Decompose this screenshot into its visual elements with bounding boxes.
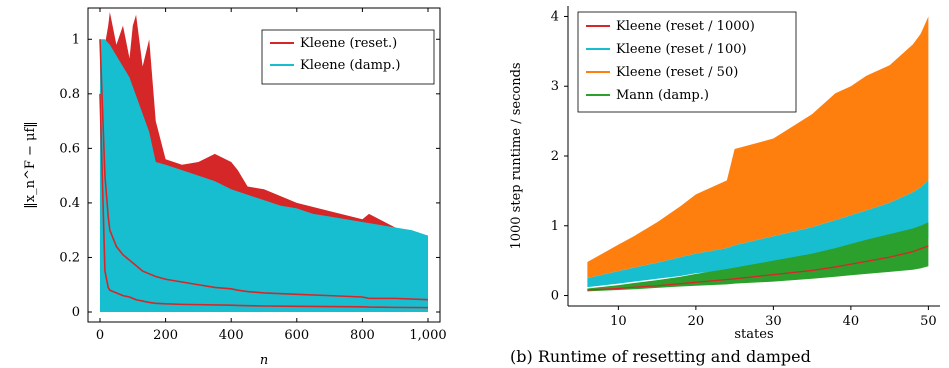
chart-right-x-ticks: 10 20 30 40 50 bbox=[610, 306, 937, 329]
legend-label-kleene-damp: Kleene (damp.) bbox=[300, 58, 400, 73]
legend-box bbox=[577, 11, 797, 113]
chart-left-y-label: ‖x_n^F − μf‖ bbox=[23, 121, 38, 209]
series-kleene-reset-line-lower bbox=[99, 93, 429, 309]
chart-right: 10 20 30 40 50 0 1 2 3 4 states 1000 step runtim… bbox=[509, 6, 940, 366]
y-tick-label: 2 bbox=[551, 149, 559, 164]
legend-box bbox=[261, 29, 435, 85]
series-kleene-reset-1000-line bbox=[587, 245, 929, 291]
chart-right-plot-area bbox=[587, 16, 929, 292]
chart-left-frame bbox=[87, 7, 441, 323]
chart-left-x-ticks: 0 200 400 600 800 1,000 bbox=[96, 8, 447, 343]
chart-left-plot-area bbox=[99, 12, 429, 312]
chart-left-legend: Kleene (reset.) Kleene (damp.) bbox=[261, 29, 435, 85]
y-tick-label: 1 bbox=[72, 32, 80, 47]
chart-right-y-label: 1000 step runtime / seconds bbox=[509, 62, 524, 249]
x-tick-label: 0 bbox=[96, 328, 104, 343]
series-kleene-damp-band bbox=[100, 39, 428, 312]
legend-label-kleene-reset-1000: Kleene (reset / 1000) bbox=[616, 19, 755, 34]
legend-label-kleene-reset: Kleene (reset.) bbox=[300, 36, 397, 51]
x-tick-label: 10 bbox=[610, 314, 627, 329]
chart-left-x-label: n bbox=[260, 353, 268, 368]
legend-label-kleene-reset-50: Kleene (reset / 50) bbox=[616, 65, 738, 80]
y-tick-label: 3 bbox=[551, 79, 559, 94]
y-tick-label: 0.6 bbox=[59, 141, 80, 156]
series-kleene-reset-100-band bbox=[587, 180, 929, 288]
chart-right-caption: (b) Runtime of resetting and damped bbox=[510, 347, 811, 366]
chart-right-x-label: states bbox=[734, 327, 773, 342]
x-tick-label: 30 bbox=[765, 314, 782, 329]
y-tick-label: 0.2 bbox=[59, 250, 80, 265]
x-tick-label: 20 bbox=[688, 314, 705, 329]
y-tick-label: 1 bbox=[551, 219, 559, 234]
y-tick-label: 0.4 bbox=[59, 196, 80, 211]
y-tick-label: 4 bbox=[551, 9, 559, 24]
x-tick-label: 800 bbox=[350, 328, 375, 343]
y-tick-label: 0.8 bbox=[59, 87, 80, 102]
legend-label-mann-damp: Mann (damp.) bbox=[616, 88, 709, 103]
x-tick-label: 600 bbox=[284, 328, 309, 343]
series-mann-damp-band bbox=[587, 222, 929, 292]
chart-left-y-ticks: 0 0.2 0.4 0.6 0.8 1 bbox=[59, 32, 440, 320]
series-kleene-reset-line-upper bbox=[99, 39, 429, 301]
x-tick-label: 50 bbox=[920, 314, 937, 329]
y-tick-label: 0 bbox=[551, 289, 559, 304]
legend-label-kleene-reset-100: Kleene (reset / 100) bbox=[616, 42, 747, 57]
x-tick-label: 1,000 bbox=[409, 328, 446, 343]
x-tick-label: 40 bbox=[843, 314, 860, 329]
x-tick-label: 200 bbox=[153, 328, 178, 343]
chart-right-y-ticks: 0 1 2 3 4 bbox=[551, 9, 568, 304]
y-tick-label: 0 bbox=[72, 305, 80, 320]
chart-right-legend: Kleene (reset / 1000) Kleene (reset / 100… bbox=[577, 11, 797, 113]
x-tick-label: 400 bbox=[219, 328, 244, 343]
series-kleene-reset-50-band bbox=[587, 16, 929, 279]
chart-left: 0 200 400 600 800 1,000 0 0.2 0.4 0.6 0.8 1 n ‖x_n… bbox=[23, 7, 447, 368]
